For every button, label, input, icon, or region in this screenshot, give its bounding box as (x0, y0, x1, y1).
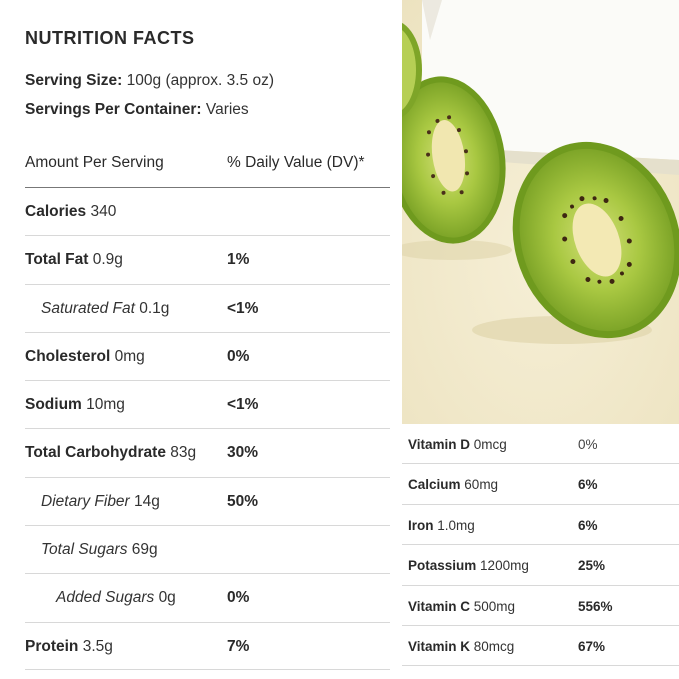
table-row: Dietary Fiber 14g 50% (25, 476, 390, 525)
nutrient-name: Total Carbohydrate (25, 444, 166, 462)
nutrient-label: Dietary Fiber 14g (41, 493, 160, 511)
table-row: Protein 3.5g 7% (25, 621, 390, 670)
table-row: Total Sugars 69g (25, 525, 390, 573)
servings-per-container: Servings Per Container: Varies (25, 101, 249, 119)
vitamin-label: Iron 1.0mg (408, 518, 475, 533)
nutrient-table: Calories 340 Total Fat 0.9g 1% Saturated… (25, 187, 390, 670)
kiwi-photo (402, 0, 679, 424)
table-row: Cholesterol 0mg 0% (25, 331, 390, 380)
table-header: Amount Per Serving % Daily Value (DV)* (25, 154, 390, 186)
vitamin-table: Vitamin D 0mcg 0% Calcium 60mg 6% Iron 1… (402, 424, 679, 679)
nutrient-name: Calories (25, 203, 87, 220)
vitamin-amount: 1200mg (480, 558, 529, 574)
nutrient-label: Sodium 10mg (25, 396, 125, 414)
table-row: Added Sugars 0g 0% (25, 573, 390, 621)
table-row: Vitamin C 500mg 556% (402, 586, 679, 626)
table-row: Calories 340 (25, 187, 390, 235)
vitamin-dv: 6% (578, 517, 598, 533)
table-row: Iron 1.0mg 6% (402, 505, 679, 546)
nutrient-amount: 0.1g (139, 299, 170, 317)
nutrient-name: Sodium (25, 396, 82, 414)
nutrient-dv: 0% (227, 347, 250, 365)
nutrient-label: Cholesterol 0mg (25, 348, 145, 366)
nutrient-amount: 0.9g (92, 251, 123, 269)
vitamin-label: Potassium 1200mg (408, 558, 529, 573)
vitamin-amount: 0mcg (473, 437, 507, 452)
nutrient-name: Protein (25, 637, 79, 655)
nutrient-amount: 83g (170, 444, 197, 462)
vitamin-amount: 80mcg (473, 638, 515, 654)
nutrient-label: Saturated Fat 0.1g (41, 300, 169, 318)
nutrient-dv: <1% (227, 396, 259, 414)
table-row: Saturated Fat 0.1g <1% (25, 283, 390, 332)
nutrient-name: Saturated Fat (41, 299, 135, 317)
serving-size: Serving Size: 100g (approx. 3.5 oz) (25, 72, 274, 90)
nutrient-amount: 3.5g (82, 637, 113, 655)
kiwi-slices-image (402, 0, 679, 424)
vitamin-dv: 67% (578, 638, 606, 654)
table-row: Vitamin K 80mcg 67% (402, 626, 679, 667)
serving-size-label: Serving Size: (25, 72, 123, 89)
vitamin-name: Potassium (408, 558, 477, 574)
table-row: Sodium 10mg <1% (25, 380, 390, 428)
nutrient-amount: 14g (134, 492, 160, 510)
table-row: Vitamin D 0mcg 0% (402, 424, 679, 465)
vitamin-label: Vitamin C 500mg (408, 599, 515, 614)
vitamin-dv: 25% (578, 558, 606, 574)
vitamin-dv: 556% (578, 598, 613, 614)
nutrient-dv: 50% (227, 492, 259, 510)
kiwi-slice-right (512, 141, 679, 339)
header-daily-value: % Daily Value (DV)* (227, 154, 365, 171)
kiwi-slice-left (402, 76, 506, 244)
nutrient-amount: 340 (90, 203, 117, 220)
vitamin-amount: 1.0mg (437, 517, 475, 533)
nutrient-name: Cholesterol (25, 347, 111, 365)
table-row: Potassium 1200mg 25% (402, 545, 679, 586)
vitamin-amount: 60mg (464, 477, 499, 493)
table-row: Calcium 60mg 6% (402, 464, 679, 505)
servings-per-container-value: Varies (205, 101, 249, 118)
vitamin-dv: 0% (578, 437, 598, 452)
nutrient-label: Total Carbohydrate 83g (25, 444, 196, 462)
nutrient-dv: <1% (227, 299, 259, 317)
vitamin-name: Vitamin D (408, 437, 471, 452)
nutrient-label: Calories 340 (25, 203, 116, 221)
table-row: Total Carbohydrate 83g 30% (25, 428, 390, 476)
nutrient-amount: 69g (131, 541, 158, 559)
nutrient-label: Total Fat 0.9g (25, 251, 123, 269)
serving-size-value: 100g (approx. 3.5 oz) (126, 72, 274, 89)
nutrient-name: Dietary Fiber (41, 492, 130, 510)
vitamin-name: Vitamin K (408, 638, 471, 654)
vitamin-amount: 500mg (473, 598, 516, 614)
servings-per-container-label: Servings Per Container: (25, 101, 202, 118)
vitamin-dv: 6% (578, 477, 598, 493)
nutrient-label: Total Sugars 69g (41, 541, 158, 559)
vitamin-name: Iron (408, 517, 434, 533)
nutrient-name: Added Sugars (56, 589, 155, 607)
vitamin-label: Calcium 60mg (408, 477, 498, 492)
vitamin-name: Calcium (408, 477, 461, 493)
nutrient-dv: 1% (227, 251, 250, 269)
table-row: Total Fat 0.9g 1% (25, 235, 390, 283)
nutrient-dv: 0% (227, 589, 250, 607)
vitamin-name: Vitamin C (408, 598, 471, 614)
nutrient-label: Protein 3.5g (25, 638, 113, 656)
header-amount: Amount Per Serving (25, 154, 164, 171)
page-title: NUTRITION FACTS (25, 28, 195, 48)
nutrition-panel: NUTRITION FACTS Serving Size: 100g (appr… (25, 28, 390, 670)
nutrient-dv: 30% (227, 444, 259, 462)
nutrient-name: Total Sugars (41, 541, 128, 559)
nutrient-amount: 10mg (86, 396, 125, 414)
nutrient-label: Added Sugars 0g (56, 589, 176, 607)
nutrient-name: Total Fat (25, 251, 89, 269)
nutrient-amount: 0g (158, 589, 176, 607)
nutrient-amount: 0mg (114, 347, 145, 365)
vitamin-label: Vitamin D 0mcg (408, 437, 507, 452)
nutrient-dv: 7% (227, 637, 250, 655)
vitamin-label: Vitamin K 80mcg (408, 639, 514, 654)
